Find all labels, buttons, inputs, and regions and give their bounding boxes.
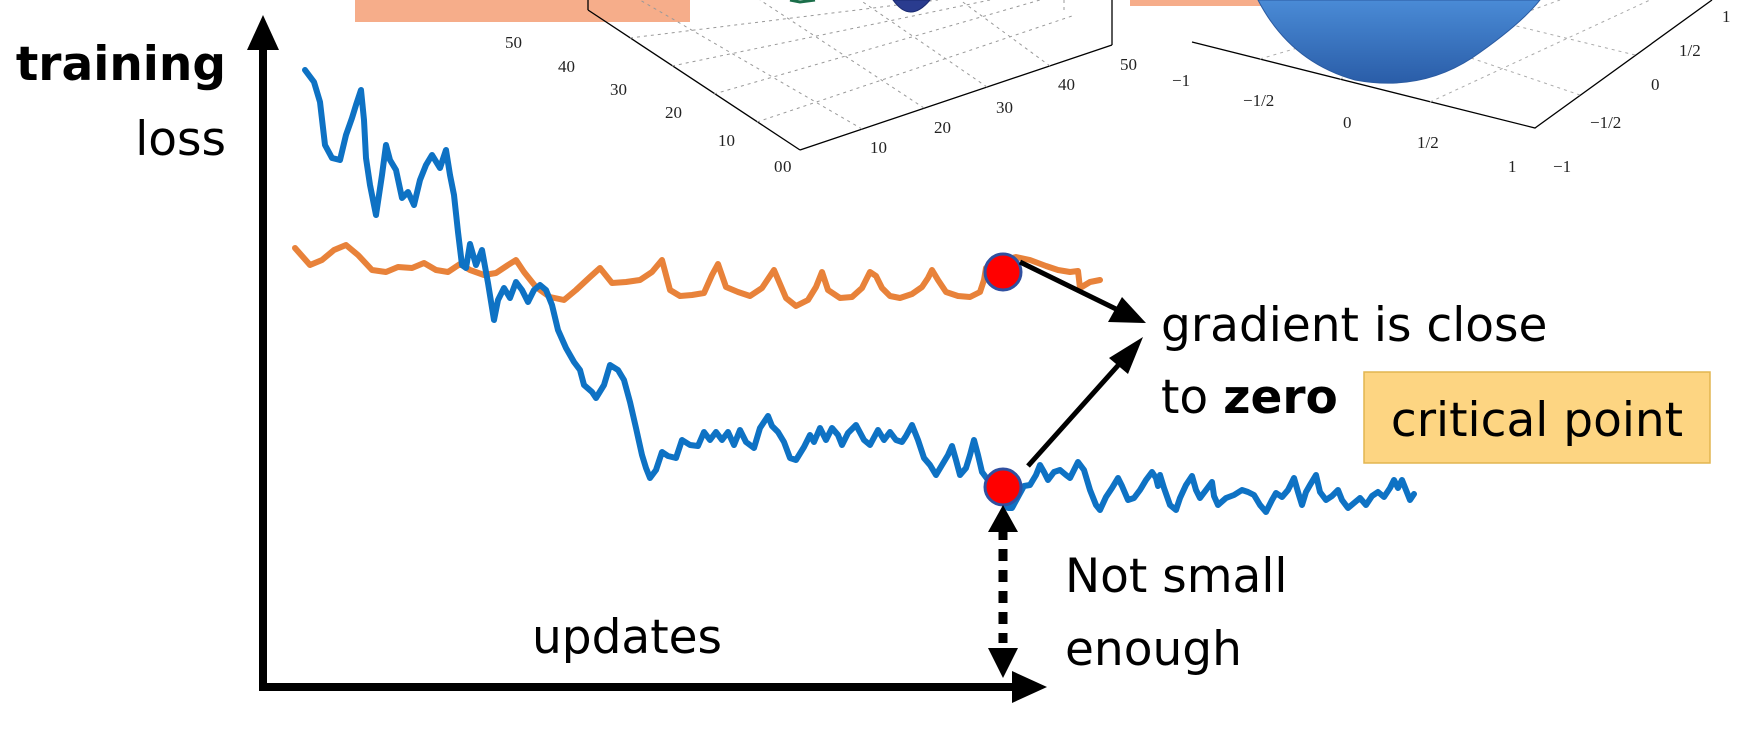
tick-label: −1/2 xyxy=(1243,91,1274,110)
critical-point-marker-orange xyxy=(983,252,1023,292)
arrowhead xyxy=(988,648,1018,678)
right-surface-plot xyxy=(1191,0,1713,129)
tick-label: 50 xyxy=(1120,55,1137,74)
arrowhead xyxy=(1108,297,1146,323)
y-axis-label-loss: loss xyxy=(135,112,226,167)
top-right-label-box xyxy=(1130,0,1358,6)
x-axis-arrowhead xyxy=(1012,671,1047,703)
tick-label: 0 xyxy=(774,157,783,176)
arrowhead xyxy=(1109,337,1143,374)
tick-label: 10 xyxy=(870,138,887,157)
tick-label: −1 xyxy=(1172,71,1190,90)
y-axis-arrowhead xyxy=(247,15,279,50)
arrowhead xyxy=(988,505,1018,532)
tick-label: 20 xyxy=(934,118,951,137)
orange-loss-curve xyxy=(292,242,1103,309)
not-small-label-line1: Not small xyxy=(1065,549,1287,604)
gradient-label-bold: zero xyxy=(1223,370,1338,425)
tick-label: 20 xyxy=(665,103,682,122)
tick-label: 30 xyxy=(610,80,627,99)
right-surface-front-ticks: −1 −1/2 0 1/2 1 xyxy=(1172,71,1517,176)
tick-label: −1 xyxy=(1553,157,1571,176)
loss-gap-double-arrow xyxy=(988,505,1018,678)
blue-loss-curve xyxy=(302,67,1417,515)
tick-label: 40 xyxy=(1058,75,1075,94)
left-surface-plot xyxy=(587,0,1113,151)
tick-label: −1/2 xyxy=(1590,113,1621,132)
tick-label: 1/2 xyxy=(1679,41,1701,60)
gradient-label-line1: gradient is close xyxy=(1161,298,1547,353)
tick-label: 40 xyxy=(558,57,575,76)
tick-label: 30 xyxy=(996,98,1013,117)
gradient-label-line2: to zero xyxy=(1161,370,1338,425)
gradient-arrows xyxy=(1018,259,1146,468)
gradient-label-prefix: to xyxy=(1161,370,1223,425)
left-surface-back-ticks: 0 10 20 30 40 50 xyxy=(505,33,783,176)
tick-label: 1/2 xyxy=(1417,133,1439,152)
tick-label: 1 xyxy=(1508,157,1517,176)
tick-label: 10 xyxy=(718,131,735,150)
loss-axes xyxy=(247,15,1047,703)
top-left-label-box xyxy=(355,0,690,22)
critical-point-label: critical point xyxy=(1391,393,1683,448)
y-axis-label-training: training xyxy=(16,37,226,92)
tick-label: 50 xyxy=(505,33,522,52)
tick-label: 0 xyxy=(1651,75,1660,94)
left-surface-front-ticks: 0 10 20 30 40 50 xyxy=(783,55,1137,176)
critical-point-box xyxy=(1363,371,1711,464)
tick-label: 1 xyxy=(1722,7,1731,26)
not-small-label-line2: enough xyxy=(1065,622,1242,677)
tick-label: 0 xyxy=(783,157,792,176)
x-axis-label-updates: updates xyxy=(532,610,722,665)
right-surface-side-ticks: −1 −1/2 0 1/2 1 xyxy=(1553,7,1731,176)
tick-label: 0 xyxy=(1343,113,1352,132)
critical-point-marker-blue xyxy=(983,467,1023,507)
